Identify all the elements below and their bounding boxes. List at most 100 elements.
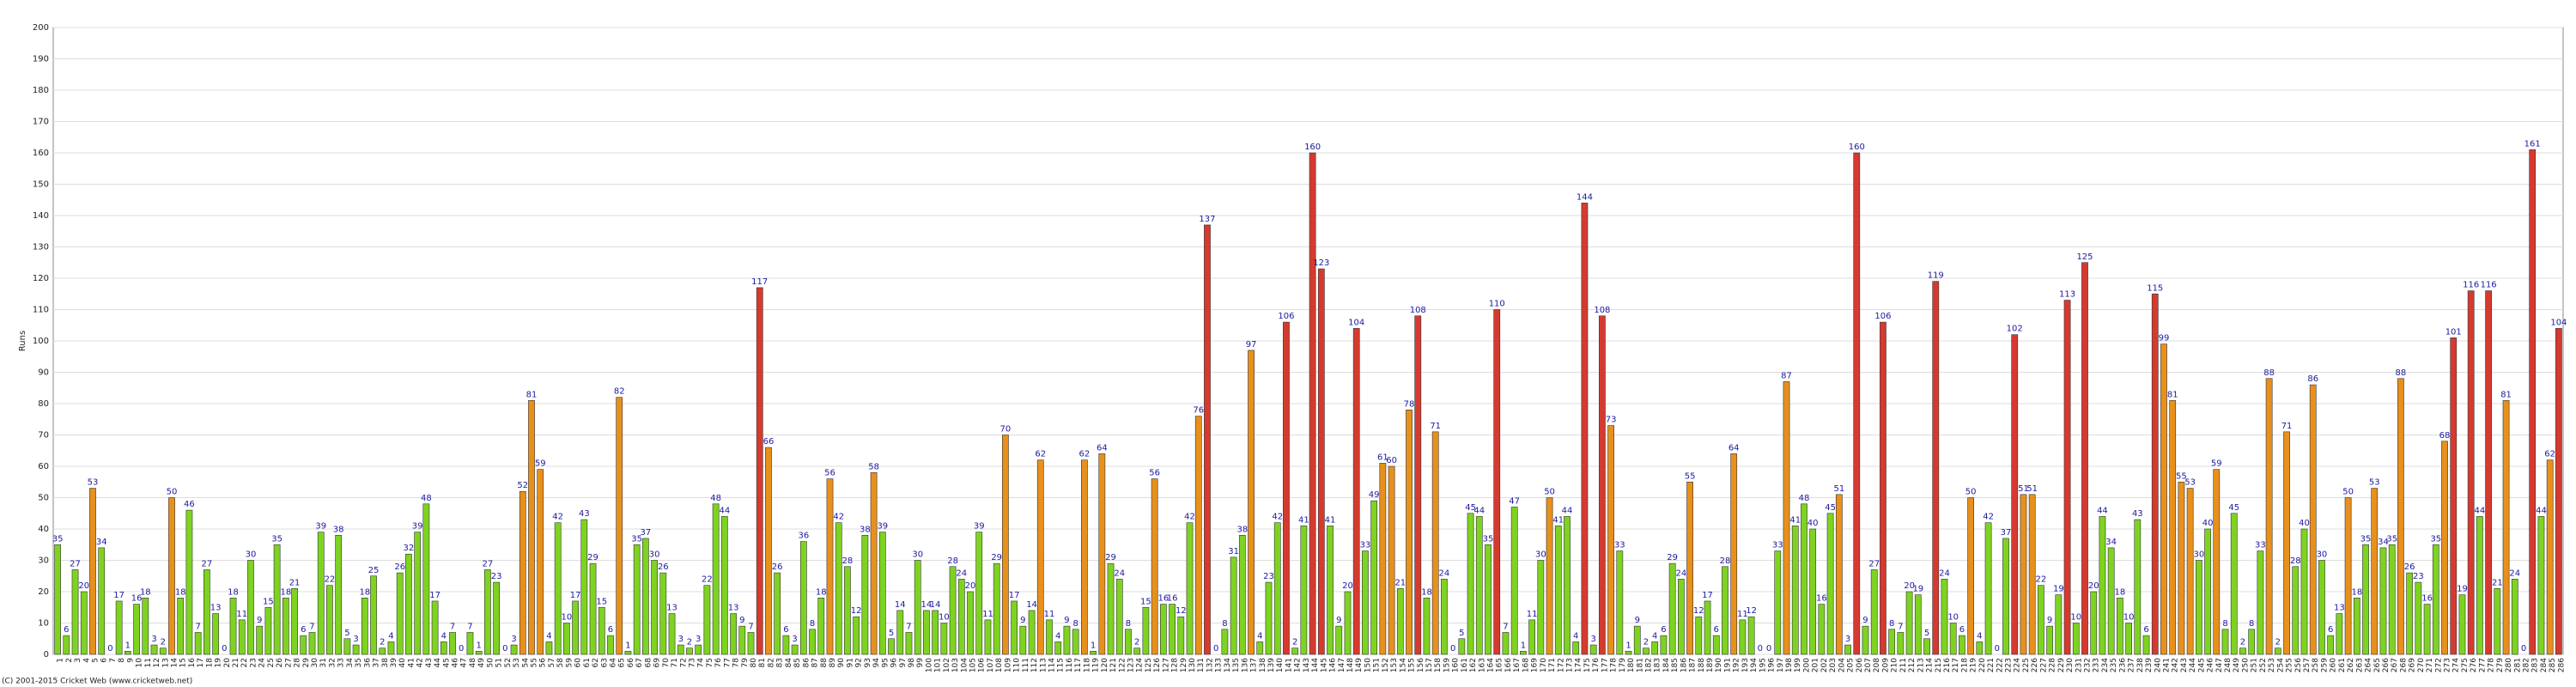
x-tick-label: 243 [2180,658,2189,672]
bar [2213,469,2221,655]
bar [1976,641,1984,655]
x-tick-label: 58 [556,658,565,668]
value-label: 18 [228,587,239,597]
value-label: 40 [1807,519,1819,528]
value-label: 7 [309,622,314,631]
bar [2344,497,2352,655]
bar [317,532,325,655]
bar [2274,647,2281,655]
value-label: 5 [344,629,349,638]
value-label: 23 [1263,572,1274,581]
value-label: 42 [833,513,844,522]
x-tick-label: 33 [337,658,346,667]
bar [1265,581,1273,655]
value-label: 24 [956,568,967,578]
value-label: 33 [2255,541,2266,550]
value-label: 26 [2404,562,2415,572]
x-tick-label: 193 [1741,658,1750,672]
value-label: 2 [687,638,692,647]
bar [844,566,851,655]
x-tick-label: 189 [1706,658,1715,672]
value-label: 19 [2457,585,2468,594]
bar [589,562,597,655]
x-tick-label: 50 [486,658,495,668]
value-label: 29 [1105,553,1116,562]
bar [396,572,404,655]
y-tick-label: 60 [38,462,49,471]
value-label: 2 [2275,638,2281,647]
x-tick-label: 210 [1891,658,1899,672]
value-label: 115 [2147,283,2163,293]
x-tick-label: 125 [1145,658,1153,672]
x-tick-label: 209 [1881,658,1890,672]
x-tick-label: 115 [1057,658,1066,672]
value-label: 34 [96,538,107,547]
value-label: 8 [1889,619,1894,629]
value-label: 117 [751,277,768,287]
value-label: 53 [88,478,99,488]
x-tick-label: 161 [1461,658,1469,672]
value-label: 29 [991,553,1002,562]
x-tick-label: 96 [890,658,899,668]
x-tick-label: 238 [2136,658,2145,672]
x-tick-label: 52 [504,658,513,667]
x-tick-label: 121 [1109,658,1118,672]
x-tick-label: 20 [223,658,232,668]
bar [2379,547,2387,655]
x-tick-label: 275 [2461,658,2470,672]
bar [1554,526,1562,655]
bar [1081,459,1088,655]
bar [1633,625,1641,655]
bar [2134,519,2142,655]
y-tick-label: 130 [33,243,49,252]
bar [2546,459,2554,655]
bar [861,534,869,655]
bar [1722,566,1728,655]
x-tick-label: 106 [978,658,987,672]
x-tick-label: 21 [232,658,240,667]
bar [1098,453,1106,655]
value-label: 4 [441,631,447,641]
value-label: 7 [748,622,753,631]
value-label: 35 [2360,534,2372,544]
x-tick-label: 59 [565,658,574,668]
value-label: 42 [1272,513,1283,522]
bar [2038,585,2044,655]
x-tick-label: 48 [469,658,477,668]
bar [817,597,825,655]
x-tick-label: 85 [793,658,802,667]
x-tick-label: 35 [355,658,363,667]
value-label: 7 [1898,622,1903,631]
value-label: 7 [467,622,472,631]
x-tick-label: 257 [2303,658,2312,672]
bar [2292,566,2300,655]
x-tick-label: 182 [1644,658,1653,672]
x-tick-label: 105 [969,658,978,672]
value-label: 6 [64,625,69,635]
value-label: 43 [579,509,590,519]
x-tick-label: 242 [2172,658,2180,672]
bar [1406,409,1413,655]
x-tick-label: 82 [767,658,775,667]
value-label: 6 [1714,625,1719,635]
bar [1791,526,1799,655]
value-label: 44 [2536,506,2547,515]
x-tick-label: 18 [205,658,214,668]
bar [1880,321,1886,655]
bar [2239,647,2246,655]
value-label: 27 [70,559,81,568]
bar [405,553,412,655]
x-tick-label: 235 [2110,658,2118,672]
x-tick-label: 126 [1153,658,1162,672]
value-label: 7 [1503,622,1508,631]
value-label: 22 [702,575,713,585]
bar [2388,544,2396,655]
bar [142,597,149,655]
value-label: 2 [161,638,166,647]
x-tick-label: 132 [1206,658,1214,672]
bar [1932,281,1940,655]
x-tick-label: 249 [2233,658,2241,672]
bar [853,616,860,655]
x-tick-label: 65 [618,658,627,667]
x-tick-label: 84 [785,658,793,668]
